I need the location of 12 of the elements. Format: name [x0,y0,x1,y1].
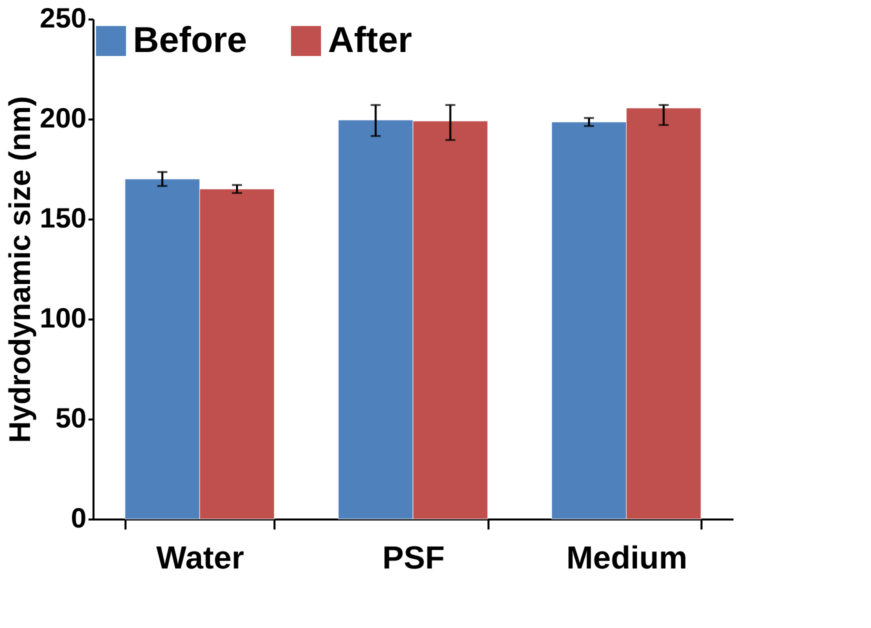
y-axis-title: Hydrodynamic size (nm) [4,96,37,443]
legend-label: After [328,19,412,60]
y-tick-label: 100 [40,302,86,334]
y-tick-label: 0 [70,502,86,534]
x-tick-label: PSF [382,540,445,576]
y-tick-label: 250 [40,2,86,34]
y-tick-label: 200 [40,102,86,134]
x-tick-label: Water [156,540,244,576]
x-tick-label: Medium [566,540,688,576]
y-tick-label: 150 [40,202,86,234]
y-tick-label: 50 [55,402,86,434]
legend-label: Before [133,19,248,60]
